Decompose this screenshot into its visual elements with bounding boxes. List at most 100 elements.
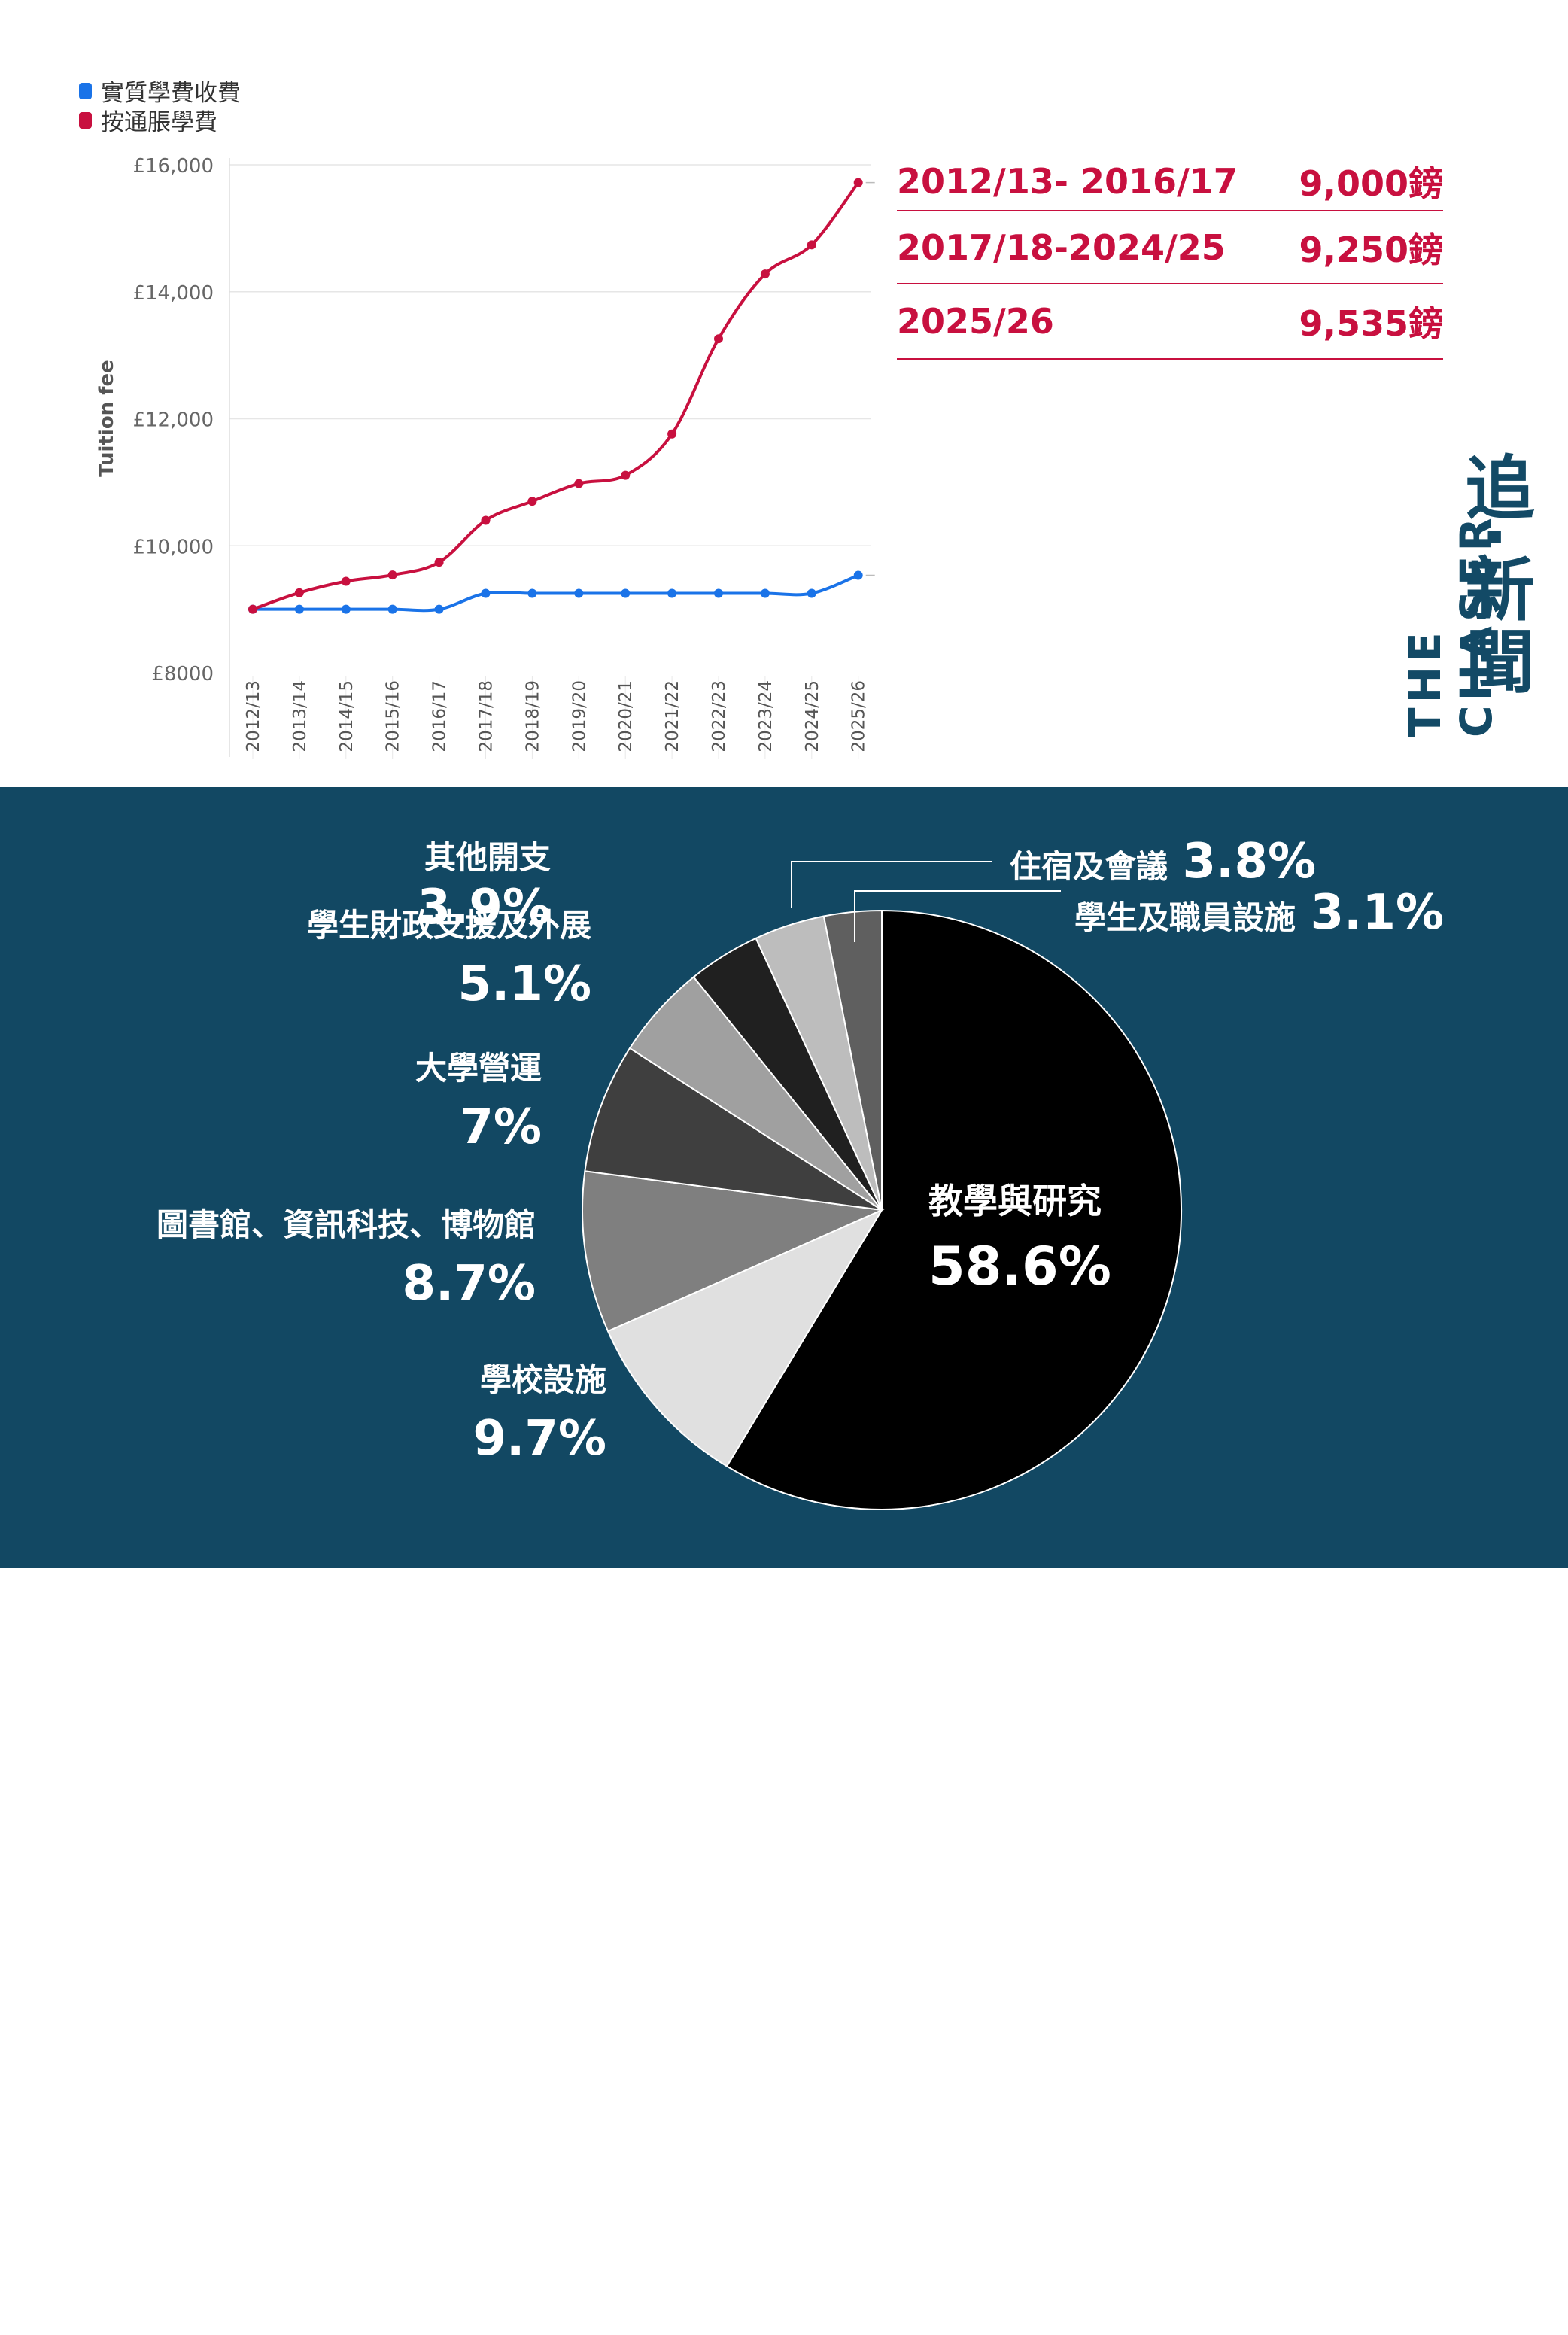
fee-row: 2012/13- 2016/17 9,000鎊	[897, 152, 1443, 211]
pie-slice	[725, 909, 1182, 1510]
legend-label: 實質學費收費	[101, 80, 241, 107]
legend-swatch-red	[79, 111, 92, 129]
legend-item-real-fee: 實質學費收費	[79, 74, 241, 108]
fee-amount: 9,000鎊	[1299, 163, 1443, 204]
data-point	[387, 570, 397, 580]
slice-pct: 58.6%	[928, 1236, 1111, 1297]
fee-row: 2017/18-2024/25 9,250鎊	[897, 211, 1443, 284]
x-tick-label: 2017/18	[477, 680, 497, 752]
leader-line	[791, 861, 992, 908]
data-point	[667, 588, 677, 598]
slice-name: 大學營運	[415, 1050, 542, 1087]
slice-name: 住宿及會議	[1010, 848, 1168, 885]
x-tick-label: 2019/20	[570, 680, 589, 752]
slice-pct: 3.1%	[1310, 885, 1445, 941]
slice-pct: 5.1%	[457, 956, 592, 1012]
source-note: 資料來源：University UK	[48, 2311, 287, 2334]
logo-english: THE CHASER	[1399, 512, 1502, 737]
legend-item-inflation-fee: 按通脹學費	[79, 103, 217, 137]
x-tick-label: 2023/24	[756, 680, 776, 752]
pie-slice	[584, 1047, 883, 1211]
data-point	[807, 240, 816, 250]
fee-period: 2025/26	[897, 301, 1054, 342]
slice-name: 學生財政支援及外展	[306, 907, 591, 944]
data-point	[434, 604, 444, 614]
data-point	[621, 588, 631, 598]
x-tick-label: 2016/17	[430, 680, 450, 752]
data-point	[341, 604, 351, 614]
x-tick-label: 2022/23	[710, 680, 729, 752]
data-point	[481, 588, 491, 598]
y-axis-title: Tuition fee	[96, 360, 118, 477]
pie-slice	[582, 1170, 885, 1333]
slice-name: 教學與研究	[928, 1181, 1102, 1221]
x-tick-label: 2025/26	[849, 680, 869, 752]
slice-pct: 7%	[460, 1099, 542, 1155]
data-point	[294, 588, 304, 597]
data-point	[527, 588, 537, 598]
x-tick-label: 2018/19	[523, 680, 542, 752]
data-point	[621, 470, 631, 480]
slice-name: 其他開支	[424, 839, 551, 876]
data-point	[853, 178, 863, 187]
data-point	[853, 570, 863, 580]
pie-slice	[822, 909, 883, 1211]
slice-name: 學校設施	[479, 1361, 606, 1398]
pie-label-other: 其他開支 3.9%	[418, 832, 552, 935]
fee-row: 2025/26 9,535鎊	[897, 284, 1443, 360]
slice-name: 學生及職員設施	[1074, 899, 1296, 936]
data-point	[714, 334, 723, 344]
x-tick-label: 2024/25	[803, 680, 822, 752]
slice-name: 圖書館、資訊科技、博物館	[156, 1206, 536, 1243]
fee-period: 2017/18-2024/25	[897, 227, 1226, 268]
expenditure-panel: 其他開支 3.9% 學生財政支援及外展 5.1% 大學營運 7% 圖書館、資訊科…	[0, 787, 1568, 2334]
slice-pct: 8.7%	[402, 1256, 536, 1312]
data-point	[294, 604, 304, 614]
data-point	[667, 429, 677, 439]
y-tick-label: £12,000	[132, 409, 214, 432]
x-tick-label: 2021/22	[663, 680, 682, 752]
data-point	[760, 588, 770, 598]
x-tick-label: 2015/16	[384, 680, 403, 752]
y-tick-label: £14,000	[132, 282, 214, 305]
data-point	[714, 588, 723, 598]
data-point	[574, 588, 584, 598]
pie-label-teaching: 教學與研究 58.6%	[928, 1174, 1111, 1297]
x-tick-label: 2012/13	[244, 680, 263, 752]
fee-period: 2012/13- 2016/17	[897, 160, 1238, 202]
x-tick-label: 2020/21	[616, 680, 636, 752]
fee-table: 2012/13- 2016/17 9,000鎊 2017/18-2024/25 …	[897, 152, 1443, 360]
data-point	[387, 604, 397, 614]
pie-label-accommodation: 住宿及會議 3.8%	[1010, 834, 1316, 889]
data-point	[527, 497, 537, 506]
pie-label-staff-facilities: 學生及職員設施 3.1%	[1074, 885, 1444, 941]
y-tick-label: £16,000	[132, 155, 214, 178]
x-tick-label: 2014/15	[337, 680, 357, 752]
y-tick-label: £10,000	[132, 536, 214, 558]
x-tick-label: 2013/14	[290, 680, 310, 752]
data-point	[248, 604, 257, 614]
fee-amount: 9,250鎊	[1299, 229, 1443, 270]
data-point	[341, 576, 351, 586]
the-chaser-logo: 追·新聞 THE CHASER	[1399, 451, 1535, 737]
line-chart: £8000 £10,000 £12,000 £14,000 £16,000 Tuition…	[96, 155, 875, 759]
fee-amount: 9,535鎊	[1299, 303, 1443, 344]
pie-label-library-it: 圖書館、資訊科技、博物館 8.7%	[156, 1199, 536, 1312]
pie-slice	[606, 1208, 884, 1467]
data-point	[434, 558, 444, 567]
legend-swatch-blue	[79, 82, 92, 99]
pie-label-financial-support: 學生財政支援及外展 5.1%	[307, 900, 591, 1012]
tuition-chart-panel: 實質學費收費 按通脹學費 £8000 £10,000 £12,000 £14,000 £…	[0, 0, 1568, 787]
data-point	[574, 479, 584, 488]
y-tick-label: £8000	[151, 663, 214, 686]
slice-pct: 3.9%	[417, 880, 552, 935]
pie-chart	[582, 861, 1182, 1510]
logo-chinese: 追·新聞	[1454, 451, 1534, 698]
pie-label-facilities: 學校設施 9.7%	[473, 1354, 607, 1467]
legend-label: 按通脹學費	[101, 109, 217, 136]
slice-pct: 3.8%	[1182, 834, 1317, 889]
data-point	[807, 588, 816, 598]
data-point	[760, 269, 770, 279]
pie-label-operations: 大學營運 7%	[415, 1043, 542, 1155]
data-point	[481, 515, 491, 525]
